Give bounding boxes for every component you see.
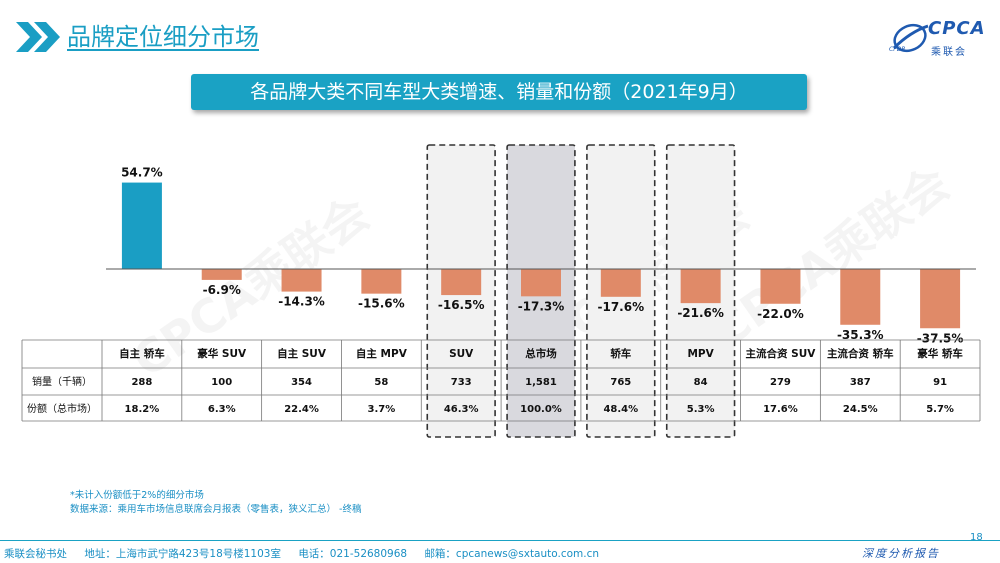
- table-cell: 24.5%: [843, 404, 878, 415]
- footer-org: 乘联会秘书处: [4, 548, 67, 560]
- data-label: -6.9%: [203, 283, 241, 297]
- data-label: -37.5%: [917, 331, 964, 345]
- logo-text: CPCA: [928, 18, 986, 39]
- footer-phone: 电话：021-52680968: [298, 548, 408, 560]
- footnote-exclusion: *未计入份额低于2%的细分市场: [70, 490, 204, 501]
- footer-address: 地址：上海市武宁路423号18号楼1103室: [84, 548, 281, 560]
- cpca-logo-icon: [892, 23, 929, 53]
- category-label: SUV: [449, 348, 474, 360]
- page-title: 品牌定位细分市场: [67, 23, 259, 51]
- table-cell: 100.0%: [520, 404, 562, 415]
- data-label: -15.6%: [358, 297, 405, 311]
- logo-small-text: CPDR: [889, 46, 906, 53]
- table-cell: 100: [211, 377, 232, 388]
- table-cell: 6.3%: [208, 404, 236, 415]
- table-cell: 3.7%: [367, 404, 395, 415]
- data-label: -22.0%: [757, 307, 804, 321]
- data-label: -16.5%: [438, 298, 485, 312]
- bar: [760, 269, 801, 304]
- category-label: 豪华 轿车: [917, 347, 963, 360]
- table-cell: 387: [850, 377, 871, 388]
- table-cell: 17.6%: [763, 404, 798, 415]
- category-label: 主流合资 SUV: [746, 347, 817, 360]
- chevron-double-icon: [16, 22, 60, 52]
- table-cell: 5.3%: [687, 404, 715, 415]
- table-cell: 58: [374, 377, 388, 388]
- category-label: 轿车: [610, 347, 631, 360]
- table-cell: 91: [933, 377, 947, 388]
- bar: [281, 269, 322, 292]
- table-cell: 5.7%: [926, 404, 954, 415]
- report-tag: 深度分析报告: [862, 547, 940, 560]
- bar: [361, 269, 402, 294]
- table-cell: 46.3%: [444, 404, 479, 415]
- table-cell: 354: [291, 377, 312, 388]
- category-label: 自主 轿车: [119, 347, 165, 360]
- table-cell: 765: [610, 377, 631, 388]
- table-cell: 48.4%: [603, 404, 638, 415]
- table-cell: 279: [770, 377, 791, 388]
- page-number: 18: [970, 532, 983, 543]
- bar: [920, 269, 961, 329]
- bar: [121, 182, 162, 269]
- table-cell: 84: [694, 377, 708, 388]
- bar: [680, 269, 721, 304]
- table-cell: 18.2%: [125, 404, 160, 415]
- footer: 乘联会秘书处 地址：上海市武宁路423号18号楼1103室 电话：021-526…: [4, 546, 613, 561]
- category-label: 总市场: [525, 347, 557, 360]
- logo-subtext: 乘联会: [931, 47, 967, 58]
- footnote-source: 数据来源：乘用车市场信息联席会月报表（零售表，狭义汇总） -终稿: [70, 504, 362, 515]
- chart-subtitle: 各品牌大类不同车型大类增速、销量和份额（2021年9月）: [191, 74, 807, 110]
- data-label: -21.6%: [677, 306, 724, 320]
- data-label: -17.6%: [598, 300, 645, 314]
- category-label: 自主 MPV: [356, 347, 408, 360]
- category-label: 自主 SUV: [277, 347, 327, 360]
- data-label: -35.3%: [837, 328, 884, 342]
- table-cell: 733: [451, 377, 472, 388]
- bar: [521, 269, 561, 297]
- table-cell: 1,581: [525, 377, 557, 388]
- data-label: -17.3%: [518, 299, 565, 313]
- bar: [201, 269, 242, 280]
- bar: [600, 269, 641, 297]
- category-label: 豪华 SUV: [197, 347, 247, 360]
- bar: [441, 269, 482, 296]
- row-header: 销量（千辆）: [32, 375, 92, 388]
- bar: [840, 269, 881, 325]
- category-label: 主流合资 轿车: [827, 347, 894, 360]
- table-cell: 288: [131, 377, 152, 388]
- footer-divider: [0, 540, 1000, 541]
- footer-email[interactable]: 邮箱：cpcanews@sxtauto.com.cn: [424, 548, 600, 560]
- row-header: 份额（总市场）: [27, 402, 97, 415]
- table-cell: 22.4%: [284, 404, 319, 415]
- data-label: -14.3%: [278, 295, 325, 309]
- data-label: 54.7%: [121, 166, 163, 180]
- category-label: MPV: [687, 348, 714, 360]
